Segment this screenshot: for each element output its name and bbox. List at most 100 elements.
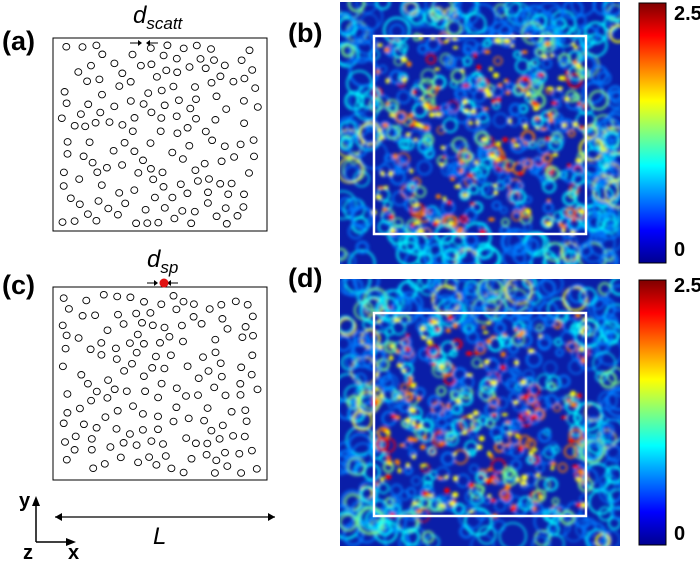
scatterer-circle (159, 51, 168, 60)
hot-spot (381, 207, 389, 212)
scatterer-circle (130, 186, 139, 194)
scatterer-circle (138, 319, 146, 327)
speckle-ring (566, 411, 581, 426)
scatterer-circle (253, 103, 262, 111)
speckle-ring (493, 55, 503, 66)
speckle-ring (562, 286, 588, 312)
hot-spot (546, 198, 551, 203)
scatterer-circle (199, 353, 207, 361)
scatterer-circle (63, 150, 72, 158)
scatterer-circle (148, 364, 157, 372)
speckle-ring (498, 23, 514, 39)
speckle-ring (400, 343, 414, 357)
speckle-ring (396, 90, 411, 105)
hot-spot (521, 50, 528, 54)
hot-spot (572, 121, 579, 128)
scatterer-circle (191, 83, 199, 91)
speckle-ring (512, 320, 526, 334)
speckle-ring (562, 2, 584, 20)
speckle-ring (440, 362, 456, 377)
scatterer-circle (251, 84, 260, 92)
scatterer-circle (233, 212, 242, 220)
hot-spot (465, 351, 473, 356)
hot-spot (515, 477, 521, 483)
scatterer-circle (241, 323, 250, 331)
hot-spot (552, 152, 559, 157)
speckle-ring (436, 417, 448, 429)
hot-spot (561, 223, 567, 230)
hot-spot (515, 434, 520, 439)
d-sp-label: dsp (147, 246, 179, 277)
hot-spot (490, 335, 497, 339)
hot-spot (385, 455, 392, 459)
scatterer-circle (178, 155, 187, 163)
speckle-ring (536, 140, 550, 154)
speckle-ring (417, 496, 431, 509)
speckle-ring (519, 73, 533, 88)
speckle-ring (578, 242, 593, 258)
hot-spot (568, 438, 575, 444)
d-scatt-arrows (130, 40, 158, 46)
speckle-ring (368, 97, 384, 113)
scatterer-circle (212, 212, 221, 221)
scatterer-circle (223, 462, 232, 470)
hot-spot (384, 474, 392, 480)
speckle-ring (471, 412, 486, 427)
speckle-ring (537, 334, 553, 349)
hot-spot (412, 211, 419, 215)
hot-spot (400, 56, 408, 63)
hot-spot (558, 221, 563, 228)
hot-spot (531, 414, 539, 419)
hot-spot (483, 49, 491, 54)
hot-spot (388, 170, 394, 177)
scatterer-circle (57, 114, 66, 122)
hot-spot (473, 410, 479, 416)
scatterer-circle (200, 159, 209, 168)
scatterer-circle (159, 440, 167, 448)
speckle-ring (521, 21, 545, 45)
scatterer-circle (221, 391, 230, 400)
hot-spot (435, 194, 442, 199)
hot-spot (486, 467, 493, 472)
speckle-ring (586, 213, 611, 238)
scatterer-circle (191, 166, 200, 174)
speckle-ring (604, 388, 620, 418)
speckle-ring (426, 344, 441, 359)
speckle-ring (522, 158, 533, 169)
speckle-ring (603, 252, 619, 264)
speckle-ring (502, 466, 516, 480)
hot-spot (375, 481, 379, 486)
hot-spot (521, 76, 529, 82)
speckle-ring (422, 134, 435, 146)
hot-spot (513, 143, 520, 148)
speckle-ring (356, 290, 371, 305)
scatterer-circle (243, 300, 252, 309)
scatterer-circle (119, 320, 128, 328)
speckle-ring (345, 353, 361, 370)
hot-spot (500, 364, 506, 371)
hot-spot (468, 413, 474, 419)
hot-spot (496, 97, 502, 103)
scatterer-circle (183, 124, 192, 132)
scatterer-circle (89, 464, 98, 472)
speckle-ring (592, 202, 612, 222)
scatterer-circle (75, 200, 84, 208)
hot-spot (549, 53, 554, 58)
scatterer-circle (217, 157, 226, 166)
hot-spot (489, 453, 494, 460)
hot-spot (547, 86, 554, 91)
speckle-ring (498, 172, 512, 186)
scatterer-circle (238, 333, 247, 341)
scatterer-circle (62, 455, 71, 464)
hot-spot (412, 501, 418, 506)
speckle-ring (513, 50, 522, 59)
speckle-ring (532, 295, 545, 309)
speckle-ring (464, 12, 487, 35)
hot-spot (483, 107, 489, 111)
scatterer-circle (130, 114, 139, 122)
speckle-ring (394, 110, 408, 124)
scatterer-circle (128, 50, 137, 59)
speckle-ring (445, 432, 460, 447)
scatterer-circle (109, 146, 118, 155)
scatterer-circle (252, 465, 261, 473)
